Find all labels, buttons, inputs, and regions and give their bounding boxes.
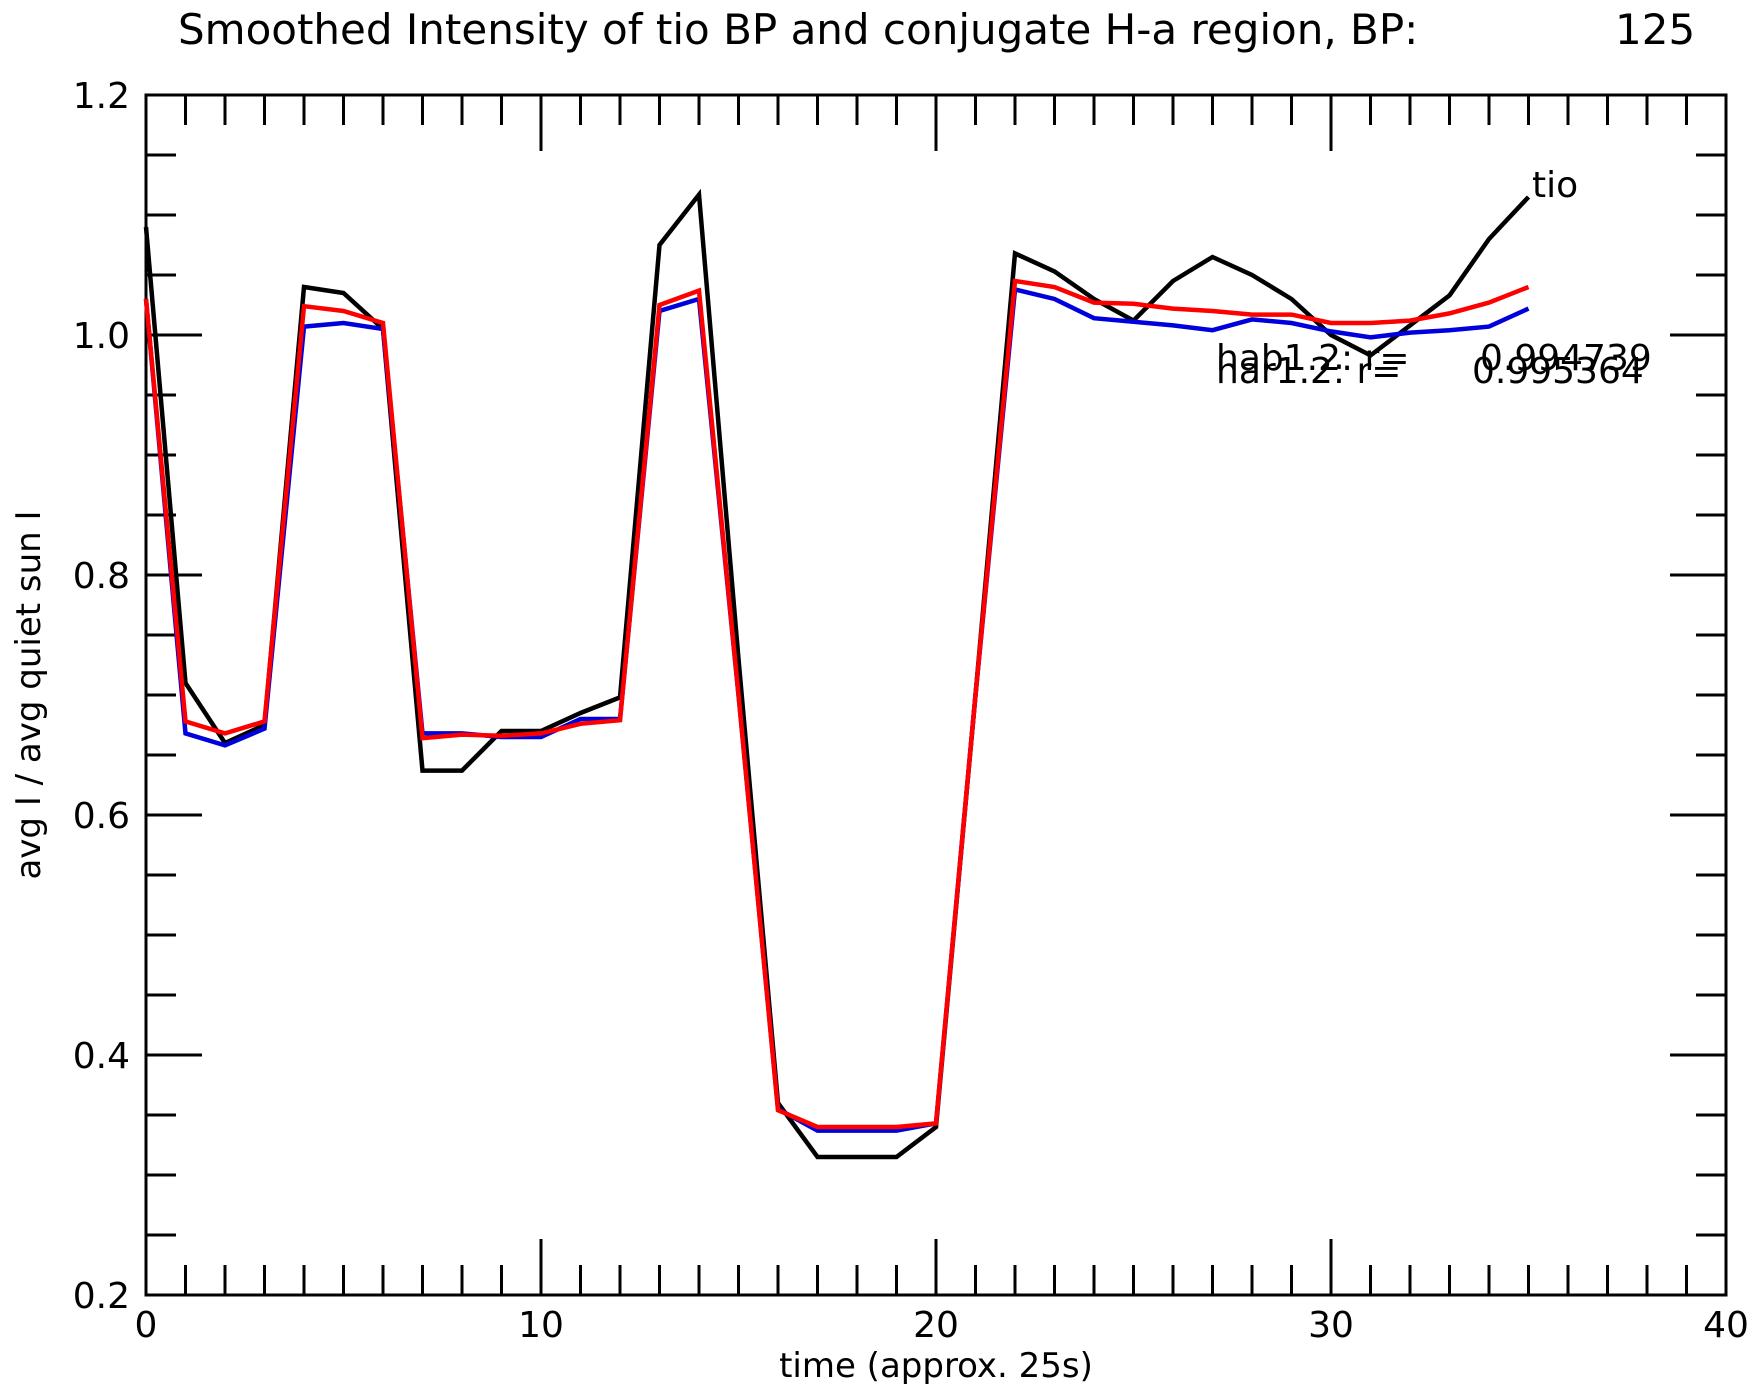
minor-ticks — [146, 95, 1726, 1295]
annotation-hab-value: 0.994739 — [1480, 338, 1652, 379]
series-line-2 — [143, 278, 1530, 1130]
series-lines — [143, 188, 1531, 1160]
chart-title: Smoothed Intensity of tio BP and conjuga… — [178, 5, 1418, 54]
chart-title-value: 125 — [1615, 5, 1695, 54]
x-tick-label: 30 — [1308, 1305, 1354, 1346]
x-tick-label: 40 — [1703, 1305, 1749, 1346]
x-tick-label: 10 — [518, 1305, 564, 1346]
x-tick-label: 0 — [135, 1305, 158, 1346]
y-tick-label: 1.2 — [73, 76, 130, 117]
y-tick-label: 0.2 — [73, 1276, 130, 1317]
x-axis: 0 10 20 30 40 — [135, 95, 1749, 1346]
annotation-hab-label: hab1.2: r= — [1216, 338, 1410, 379]
y-tick-label: 0.8 — [73, 556, 130, 597]
annotation-har-label: har1.2: r= — [1216, 351, 1401, 392]
series-line-1 — [143, 286, 1530, 1133]
x-tick-label: 20 — [913, 1305, 959, 1346]
y-tick-label: 0.6 — [73, 796, 130, 837]
tio-series-label: tio — [1532, 165, 1578, 206]
y-tick-label: 1.0 — [73, 316, 130, 357]
y-axis: 0.2 0.4 0.6 0.8 1.0 1.2 — [73, 76, 1726, 1317]
y-tick-label: 0.4 — [73, 1036, 130, 1077]
annotation-har-value: 0.995364 — [1472, 351, 1644, 392]
y-axis-label: avg I / avg quiet sun I — [9, 510, 49, 879]
x-axis-label: time (approx. 25s) — [779, 1346, 1093, 1386]
